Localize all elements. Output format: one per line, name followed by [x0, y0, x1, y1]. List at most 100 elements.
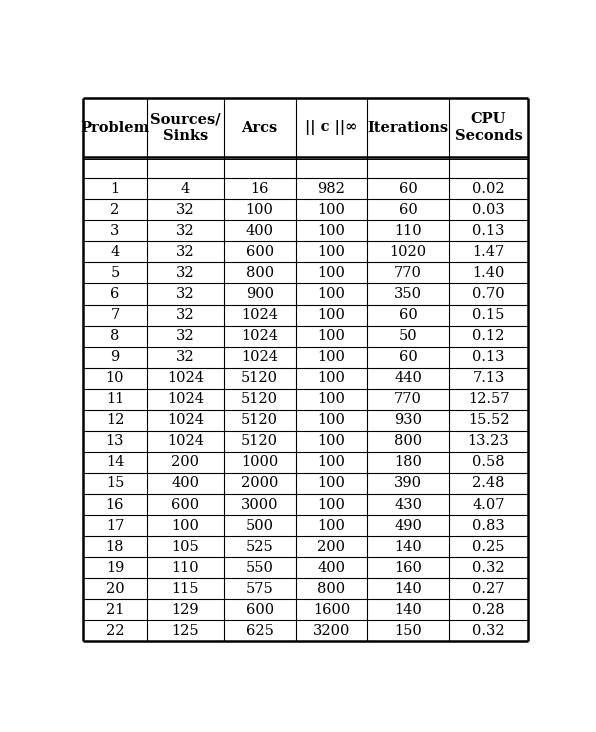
Text: 3200: 3200	[313, 624, 350, 638]
Text: 32: 32	[176, 224, 195, 238]
Text: Sources/
Sinks: Sources/ Sinks	[150, 113, 221, 143]
Text: 0.02: 0.02	[472, 182, 505, 195]
Text: 60: 60	[399, 308, 417, 322]
Text: 8: 8	[110, 329, 120, 343]
Text: 600: 600	[172, 498, 200, 512]
Text: 18: 18	[105, 539, 124, 553]
Text: 2000: 2000	[241, 477, 278, 490]
Text: 110: 110	[395, 224, 422, 238]
Text: 390: 390	[394, 477, 422, 490]
Text: 100: 100	[318, 224, 345, 238]
Text: 1020: 1020	[390, 245, 427, 259]
Text: 12: 12	[105, 414, 124, 427]
Text: 5120: 5120	[241, 371, 278, 385]
Text: 0.13: 0.13	[472, 350, 505, 364]
Text: 1600: 1600	[313, 602, 350, 617]
Text: 32: 32	[176, 203, 195, 217]
Text: 100: 100	[318, 455, 345, 469]
Text: 525: 525	[246, 539, 274, 553]
Text: 100: 100	[318, 434, 345, 449]
Text: 160: 160	[394, 561, 422, 575]
Text: 5120: 5120	[241, 392, 278, 406]
Text: 50: 50	[399, 329, 417, 343]
Text: 105: 105	[172, 539, 199, 553]
Text: 16: 16	[105, 498, 124, 512]
Text: || c ||∞: || c ||∞	[305, 120, 358, 135]
Text: 0.32: 0.32	[472, 624, 505, 638]
Text: 32: 32	[176, 287, 195, 301]
Text: 100: 100	[318, 329, 345, 343]
Text: 0.12: 0.12	[472, 329, 505, 343]
Text: 100: 100	[318, 308, 345, 322]
Text: 13.23: 13.23	[468, 434, 510, 449]
Text: 16: 16	[250, 182, 269, 195]
Text: 600: 600	[246, 602, 274, 617]
Text: 32: 32	[176, 308, 195, 322]
Text: 0.03: 0.03	[472, 203, 505, 217]
Text: 1024: 1024	[241, 308, 278, 322]
Text: 13: 13	[105, 434, 124, 449]
Text: 575: 575	[246, 582, 274, 596]
Text: 32: 32	[176, 350, 195, 364]
Text: 400: 400	[246, 224, 274, 238]
Text: 180: 180	[394, 455, 422, 469]
Text: 770: 770	[394, 392, 422, 406]
Text: 32: 32	[176, 329, 195, 343]
Text: 100: 100	[172, 518, 200, 533]
Text: 800: 800	[317, 582, 346, 596]
Text: 140: 140	[394, 582, 422, 596]
Text: 100: 100	[318, 414, 345, 427]
Text: 7.13: 7.13	[472, 371, 505, 385]
Text: 0.13: 0.13	[472, 224, 505, 238]
Text: 115: 115	[172, 582, 199, 596]
Text: 17: 17	[105, 518, 124, 533]
Text: 900: 900	[246, 287, 274, 301]
Text: 3000: 3000	[241, 498, 278, 512]
Text: 10: 10	[105, 371, 124, 385]
Text: 100: 100	[318, 518, 345, 533]
Text: 60: 60	[399, 203, 417, 217]
Text: 1024: 1024	[167, 371, 204, 385]
Text: 1.40: 1.40	[472, 266, 505, 280]
Text: 770: 770	[394, 266, 422, 280]
Text: 32: 32	[176, 266, 195, 280]
Text: 200: 200	[318, 539, 346, 553]
Text: 625: 625	[246, 624, 274, 638]
Text: 129: 129	[172, 602, 199, 617]
Text: 4: 4	[181, 182, 190, 195]
Text: 100: 100	[318, 392, 345, 406]
Text: 1024: 1024	[167, 434, 204, 449]
Text: 1024: 1024	[167, 392, 204, 406]
Text: 60: 60	[399, 350, 417, 364]
Text: 0.25: 0.25	[472, 539, 505, 553]
Text: CPU
Seconds: CPU Seconds	[455, 113, 522, 143]
Text: 32: 32	[176, 245, 195, 259]
Text: 1024: 1024	[167, 414, 204, 427]
Text: 800: 800	[394, 434, 422, 449]
Text: 550: 550	[246, 561, 274, 575]
Text: 800: 800	[246, 266, 274, 280]
Text: 490: 490	[394, 518, 422, 533]
Text: 5120: 5120	[241, 434, 278, 449]
Text: 440: 440	[394, 371, 422, 385]
Text: 140: 140	[394, 602, 422, 617]
Text: 9: 9	[110, 350, 120, 364]
Text: 11: 11	[106, 392, 124, 406]
Text: 100: 100	[318, 350, 345, 364]
Text: 500: 500	[246, 518, 274, 533]
Text: 600: 600	[246, 245, 274, 259]
Text: Problem: Problem	[80, 121, 150, 135]
Text: 7: 7	[110, 308, 120, 322]
Text: 100: 100	[318, 266, 345, 280]
Text: 0.32: 0.32	[472, 561, 505, 575]
Text: 1.47: 1.47	[473, 245, 505, 259]
Text: 60: 60	[399, 182, 417, 195]
Text: 1: 1	[110, 182, 120, 195]
Text: 100: 100	[246, 203, 274, 217]
Text: 110: 110	[172, 561, 199, 575]
Text: Iterations: Iterations	[368, 121, 449, 135]
Text: 100: 100	[318, 498, 345, 512]
Text: 200: 200	[172, 455, 200, 469]
Text: 125: 125	[172, 624, 199, 638]
Text: 14: 14	[105, 455, 124, 469]
